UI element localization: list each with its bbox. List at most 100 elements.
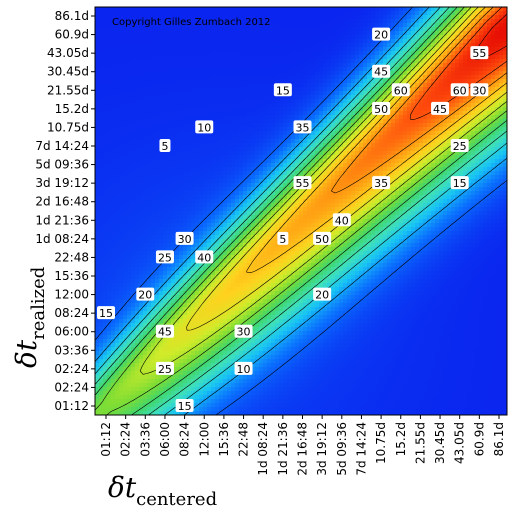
heatmap-cell bbox=[335, 87, 340, 92]
heatmap-cell bbox=[243, 19, 248, 24]
heatmap-cell bbox=[355, 67, 360, 72]
heatmap-cell bbox=[147, 19, 152, 24]
heatmap-cell bbox=[223, 187, 228, 192]
heatmap-cell bbox=[267, 135, 272, 140]
heatmap-cell bbox=[271, 111, 276, 116]
heatmap-cell bbox=[115, 131, 120, 136]
heatmap-cell bbox=[459, 27, 464, 32]
heatmap-cell bbox=[215, 91, 220, 96]
heatmap-cell bbox=[387, 195, 392, 200]
heatmap-cell bbox=[211, 99, 216, 104]
heatmap-cell bbox=[155, 135, 160, 140]
heatmap-cell bbox=[459, 167, 464, 172]
heatmap-cell bbox=[195, 155, 200, 160]
heatmap-cell bbox=[199, 195, 204, 200]
heatmap-cell bbox=[467, 115, 472, 120]
heatmap-cell bbox=[167, 195, 172, 200]
heatmap-cell bbox=[371, 119, 376, 124]
heatmap-cell bbox=[231, 159, 236, 164]
heatmap-cell bbox=[463, 107, 468, 112]
heatmap-cell bbox=[115, 111, 120, 116]
heatmap-cell bbox=[427, 167, 432, 172]
heatmap-cell bbox=[463, 31, 468, 36]
heatmap-cell bbox=[499, 71, 504, 76]
heatmap-cell bbox=[371, 135, 376, 140]
heatmap-cell bbox=[135, 179, 140, 184]
heatmap-cell bbox=[179, 95, 184, 100]
heatmap-cell bbox=[211, 11, 216, 16]
heatmap-cell bbox=[279, 135, 284, 140]
heatmap-cell bbox=[127, 167, 132, 172]
heatmap-cell bbox=[191, 135, 196, 140]
heatmap-cell bbox=[215, 179, 220, 184]
heatmap-cell bbox=[199, 55, 204, 60]
heatmap-cell bbox=[131, 115, 136, 120]
heatmap-cell bbox=[247, 175, 252, 180]
heatmap-cell bbox=[99, 183, 104, 188]
heatmap-cell bbox=[391, 139, 396, 144]
heatmap-cell bbox=[247, 23, 252, 28]
heatmap-cell bbox=[283, 71, 288, 76]
heatmap-cell bbox=[487, 151, 492, 156]
heatmap-cell bbox=[347, 51, 352, 56]
heatmap-cell bbox=[243, 103, 248, 108]
heatmap-cell bbox=[247, 179, 252, 184]
heatmap-cell bbox=[171, 55, 176, 60]
heatmap-cell bbox=[503, 15, 507, 20]
heatmap-cell bbox=[199, 99, 204, 104]
heatmap-cell bbox=[147, 39, 152, 44]
heatmap-cell bbox=[123, 155, 128, 160]
heatmap-cell bbox=[503, 79, 507, 84]
heatmap-cell bbox=[395, 123, 400, 128]
heatmap-cell bbox=[131, 27, 136, 32]
heatmap-cell bbox=[415, 43, 420, 48]
heatmap-cell bbox=[343, 107, 348, 112]
heatmap-cell bbox=[183, 31, 188, 36]
heatmap-cell bbox=[255, 47, 260, 52]
heatmap-cell bbox=[167, 103, 172, 108]
heatmap-cell bbox=[359, 43, 364, 48]
heatmap-cell bbox=[319, 143, 324, 148]
heatmap-cell bbox=[475, 63, 480, 68]
heatmap-cell bbox=[151, 71, 156, 76]
heatmap-cell bbox=[339, 183, 344, 188]
heatmap-cell bbox=[271, 51, 276, 56]
heatmap-cell bbox=[211, 59, 216, 64]
heatmap-cell bbox=[471, 151, 476, 156]
heatmap-cell bbox=[475, 171, 480, 176]
heatmap-cell bbox=[435, 63, 440, 68]
heatmap-cell bbox=[323, 31, 328, 36]
heatmap-cell bbox=[183, 163, 188, 168]
heatmap-cell bbox=[335, 27, 340, 32]
heatmap-cell bbox=[459, 127, 464, 132]
heatmap-cell bbox=[303, 143, 308, 148]
heatmap-cell bbox=[139, 115, 144, 120]
heatmap-cell bbox=[439, 195, 444, 200]
heatmap-cell bbox=[99, 135, 104, 140]
heatmap-cell bbox=[271, 115, 276, 120]
heatmap-cell bbox=[427, 123, 432, 128]
heatmap-cell bbox=[199, 35, 204, 40]
heatmap-cell bbox=[291, 131, 296, 136]
heatmap-cell bbox=[323, 147, 328, 152]
heatmap-cell bbox=[163, 175, 168, 180]
heatmap-cell bbox=[467, 175, 472, 180]
heatmap-cell bbox=[335, 107, 340, 112]
heatmap-cell bbox=[183, 199, 188, 204]
heatmap-cell bbox=[311, 107, 316, 112]
heatmap-cell bbox=[143, 115, 148, 120]
heatmap-cell bbox=[303, 171, 308, 176]
heatmap-cell bbox=[307, 39, 312, 44]
heatmap-cell bbox=[435, 175, 440, 180]
heatmap-cell bbox=[295, 151, 300, 156]
heatmap-cell bbox=[231, 39, 236, 44]
heatmap-cell bbox=[431, 191, 436, 196]
heatmap-cell bbox=[235, 119, 240, 124]
heatmap-cell bbox=[203, 115, 208, 120]
heatmap-cell bbox=[435, 39, 440, 44]
heatmap-cell bbox=[199, 167, 204, 172]
heatmap-cell bbox=[203, 179, 208, 184]
heatmap-cell bbox=[331, 187, 336, 192]
heatmap-cell bbox=[479, 35, 484, 40]
heatmap-cell bbox=[479, 147, 484, 152]
